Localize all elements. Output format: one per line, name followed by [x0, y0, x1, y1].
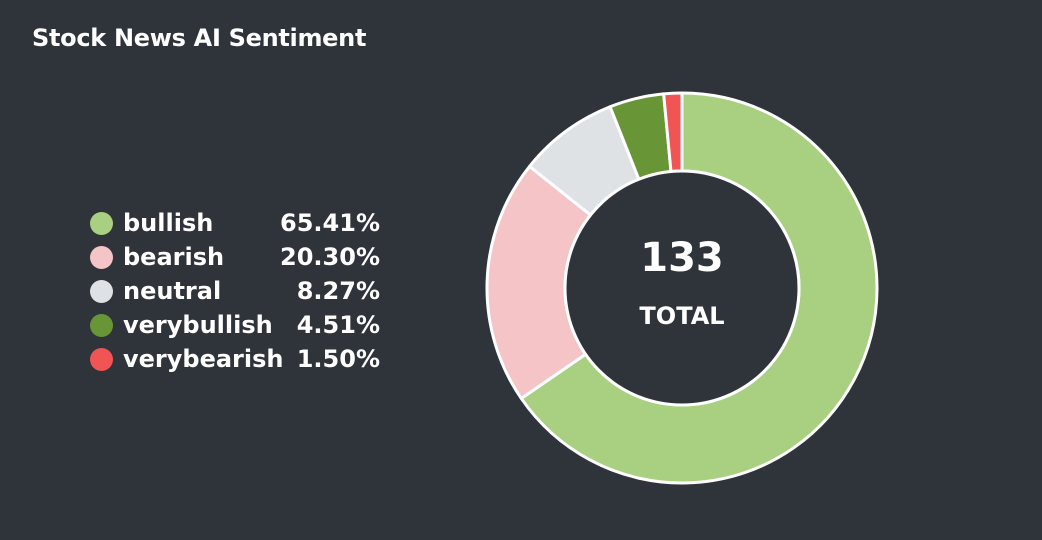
total-value: 133 — [640, 235, 724, 281]
legend-item-bearish[interactable]: bearish 20.30% — [90, 240, 390, 274]
legend-swatch-bearish — [90, 245, 113, 269]
legend-percent-neutral: 8.27% — [296, 277, 380, 305]
legend-label-verybearish: verybearish — [123, 345, 284, 373]
donut-chart: 133 TOTAL — [480, 88, 884, 488]
legend-swatch-verybullish — [90, 313, 113, 337]
legend-swatch-verybearish — [90, 347, 113, 371]
legend-percent-bullish: 65.41% — [280, 209, 380, 237]
legend-percent-verybullish: 4.51% — [296, 311, 380, 339]
legend-item-verybullish[interactable]: verybullish 4.51% — [90, 308, 390, 342]
legend-item-verybearish[interactable]: verybearish 1.50% — [90, 342, 390, 376]
legend-label-bullish: bullish — [123, 209, 214, 237]
donut-chart-svg — [485, 91, 879, 485]
legend-item-neutral[interactable]: neutral 8.27% — [90, 274, 390, 308]
legend-percent-bearish: 20.30% — [280, 243, 380, 271]
legend-item-bullish[interactable]: bullish 65.41% — [90, 206, 390, 240]
legend-label-verybullish: verybullish — [123, 311, 273, 339]
legend-label-bearish: bearish — [123, 243, 225, 271]
legend-swatch-neutral — [90, 279, 113, 303]
total-label: TOTAL — [639, 302, 725, 330]
chart-title: Stock News AI Sentiment — [32, 24, 367, 52]
legend-percent-verybearish: 1.50% — [296, 345, 380, 373]
legend: bullish 65.41% bearish 20.30% neutral 8.… — [90, 206, 390, 376]
legend-swatch-bullish — [90, 211, 113, 235]
legend-label-neutral: neutral — [123, 277, 222, 305]
donut-hole — [563, 169, 801, 407]
